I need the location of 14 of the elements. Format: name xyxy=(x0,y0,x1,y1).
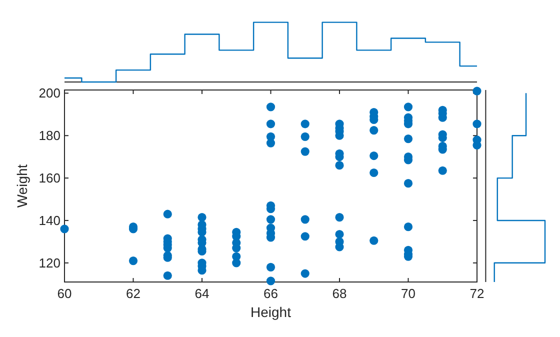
y-tick-label: 200 xyxy=(38,86,60,101)
x-tick-label: 70 xyxy=(401,286,416,301)
x-tick-label: 72 xyxy=(470,286,484,301)
y-axis-title: Weight xyxy=(14,164,30,208)
y-tick-label: 120 xyxy=(38,255,60,270)
y-tick-label: 180 xyxy=(38,128,60,144)
x-tick-label: 62 xyxy=(126,286,140,301)
x-tick-label: 68 xyxy=(332,286,347,301)
x-tick-label: 66 xyxy=(264,286,278,301)
y-tick-label: 160 xyxy=(38,170,60,186)
x-tick-label: 60 xyxy=(57,286,72,301)
x-tick-label: 64 xyxy=(194,286,210,301)
x-axis-title: Height xyxy=(250,304,292,320)
y-tick-label: 140 xyxy=(38,212,60,228)
